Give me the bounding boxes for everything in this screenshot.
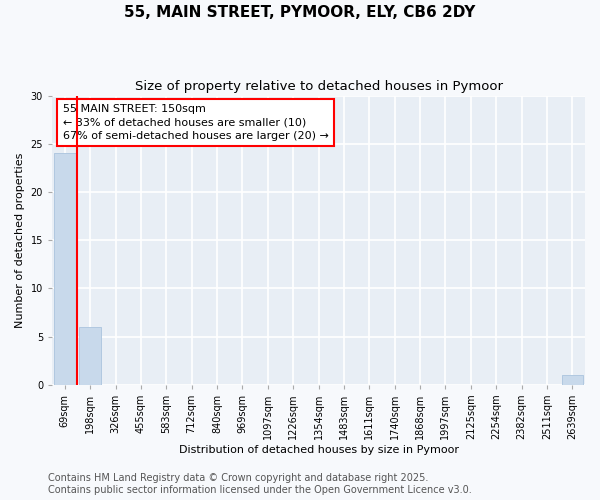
X-axis label: Distribution of detached houses by size in Pymoor: Distribution of detached houses by size … <box>179 445 458 455</box>
Text: 55 MAIN STREET: 150sqm
← 33% of detached houses are smaller (10)
67% of semi-det: 55 MAIN STREET: 150sqm ← 33% of detached… <box>63 104 329 141</box>
Bar <box>562 375 583 385</box>
Bar <box>54 154 76 385</box>
Bar <box>79 327 101 385</box>
Y-axis label: Number of detached properties: Number of detached properties <box>15 152 25 328</box>
Title: Size of property relative to detached houses in Pymoor: Size of property relative to detached ho… <box>134 80 503 93</box>
Text: 55, MAIN STREET, PYMOOR, ELY, CB6 2DY: 55, MAIN STREET, PYMOOR, ELY, CB6 2DY <box>124 5 476 20</box>
Text: Contains HM Land Registry data © Crown copyright and database right 2025.
Contai: Contains HM Land Registry data © Crown c… <box>48 474 472 495</box>
